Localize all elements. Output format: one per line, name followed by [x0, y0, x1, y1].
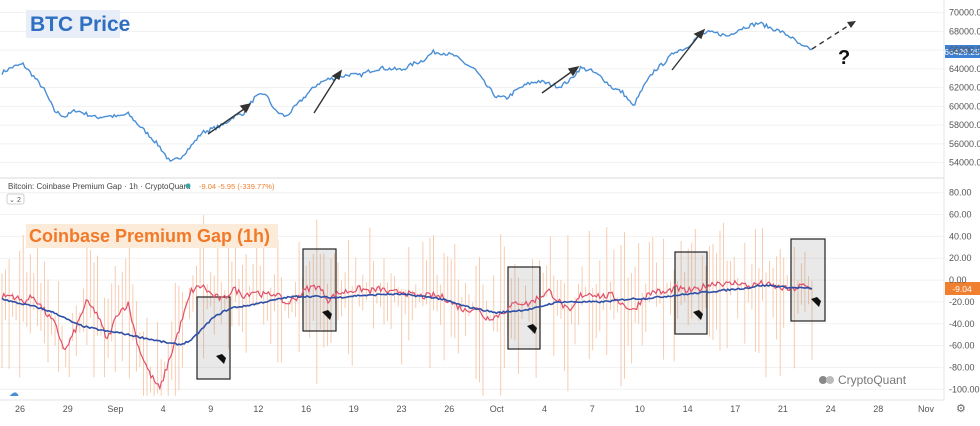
- price-panel: [0, 0, 944, 178]
- price-y-tick-label: 58000.00: [949, 120, 980, 130]
- price-y-tick-label: 54000.00: [949, 158, 980, 168]
- trend-arrow-2: [313, 69, 343, 114]
- x-tick-label: 12: [253, 404, 263, 414]
- x-tick-label: 4: [542, 404, 547, 414]
- x-tick-label: 14: [683, 404, 693, 414]
- x-tick-label: 26: [15, 404, 25, 414]
- price-y-tick-label: 64000.00: [949, 64, 980, 74]
- x-tick-label: 26: [444, 404, 454, 414]
- x-tick-label: 29: [63, 404, 73, 414]
- x-tick-label: 17: [730, 404, 740, 414]
- watermark: CryptoQuant: [819, 373, 907, 387]
- price-tag: 66429.25: [944, 47, 980, 57]
- pointer-arrow-5: [811, 297, 821, 307]
- pointer-arrow-1: [216, 354, 226, 364]
- x-tick-label: 9: [208, 404, 213, 414]
- price-y-tick-label: 56000.00: [949, 139, 980, 149]
- collapse-button[interactable]: ⌄ 2: [6, 193, 25, 205]
- x-tick-label: 24: [826, 404, 836, 414]
- highlight-boxes: [196, 238, 826, 380]
- price-y-tick-label: 66000.00: [949, 45, 980, 55]
- premium-y-tick-label: -40.00: [949, 319, 975, 329]
- premium-title-background: [26, 224, 278, 248]
- btc-price-line: [1, 21, 813, 163]
- premium-y-tick-label: -100.00: [949, 384, 980, 394]
- indicator-header-label: Bitcoin: Coinbase Premium Gap · 1h · Cry…: [8, 182, 191, 191]
- cloud-icon[interactable]: ☁: [9, 388, 19, 399]
- cryptoquant-logo-icon: [819, 376, 827, 384]
- trend-arrow-1: [207, 102, 252, 135]
- indicator-header-values: -9.04 -5.95 (-339.77%): [199, 182, 275, 191]
- chevron-down-icon: ⌄: [9, 197, 15, 204]
- gear-icon[interactable]: ⚙: [956, 403, 966, 415]
- trend-arrow-4: [671, 28, 706, 71]
- trend-arrows: [207, 28, 706, 135]
- x-tick-label: 19: [349, 404, 359, 414]
- question-mark: ?: [838, 47, 850, 69]
- premium-title: Coinbase Premium Gap (1h): [29, 226, 270, 246]
- pointer-arrow-3: [527, 324, 537, 334]
- premium-bars: [1, 215, 813, 396]
- pointer-arrows: [216, 297, 821, 364]
- highlight-box-1: [196, 296, 231, 380]
- x-tick-label: Sep: [107, 404, 123, 414]
- price-y-ticks: 70000.00 68000.00 66000.00 64000.00 62000.00…: [949, 8, 980, 168]
- x-tick-label: 4: [161, 404, 166, 414]
- cryptoquant-logo-icon-2: [826, 376, 834, 384]
- premium-y-tick-label: 0.00: [949, 275, 967, 285]
- x-tick-label: 28: [873, 404, 883, 414]
- price-title-background: [26, 10, 120, 38]
- premium-y-tick-label: -20.00: [949, 297, 975, 307]
- price-tag-background: [945, 45, 980, 58]
- forecast-arrow: [811, 21, 856, 50]
- premium-y-tick-label: 40.00: [949, 231, 972, 241]
- premium-y-ticks: 80.00 60.00 40.00 20.00 0.00 -20.00 -40.00 -60.…: [949, 188, 980, 395]
- premium-tag-background: [945, 282, 980, 295]
- x-tick-label: 16: [301, 404, 311, 414]
- indicator-status-dot: [185, 183, 191, 189]
- x-tick-label: Oct: [490, 404, 505, 414]
- trend-arrow-3: [541, 65, 580, 94]
- price-y-tick-label: 70000.00: [949, 8, 980, 18]
- premium-y-tick-label: 80.00: [949, 188, 972, 198]
- price-title: BTC Price: [30, 13, 130, 36]
- premium-tag: -9.04: [952, 284, 972, 294]
- x-tick-label: 7: [590, 404, 595, 414]
- x-tick-label: 21: [778, 404, 788, 414]
- x-axis-ticks: 26 29 Sep 4 9 12 16 19 23 26 Oct 4 7 10 14 17 21 24 28 Nov: [15, 404, 935, 414]
- price-y-tick-label: 62000.00: [949, 83, 980, 93]
- x-tick-label: 10: [635, 404, 645, 414]
- highlight-box-5: [790, 238, 826, 322]
- collapse-count: 2: [17, 197, 21, 204]
- premium-gap-line: [1, 279, 813, 391]
- price-y-tick-label: 60000.00: [949, 101, 980, 111]
- premium-y-tick-label: 60.00: [949, 210, 972, 220]
- premium-y-tick-label: -80.00: [949, 362, 975, 372]
- x-tick-label: 23: [396, 404, 406, 414]
- watermark-text: CryptoQuant: [838, 373, 907, 387]
- pointer-arrow-2: [322, 310, 332, 320]
- premium-average-line: [1, 284, 813, 346]
- premium-y-tick-label: 20.00: [949, 253, 972, 263]
- premium-y-tick-label: -60.00: [949, 341, 975, 351]
- pointer-arrow-4: [693, 310, 703, 320]
- x-tick-label: Nov: [918, 404, 935, 414]
- price-y-tick-label: 68000.00: [949, 26, 980, 36]
